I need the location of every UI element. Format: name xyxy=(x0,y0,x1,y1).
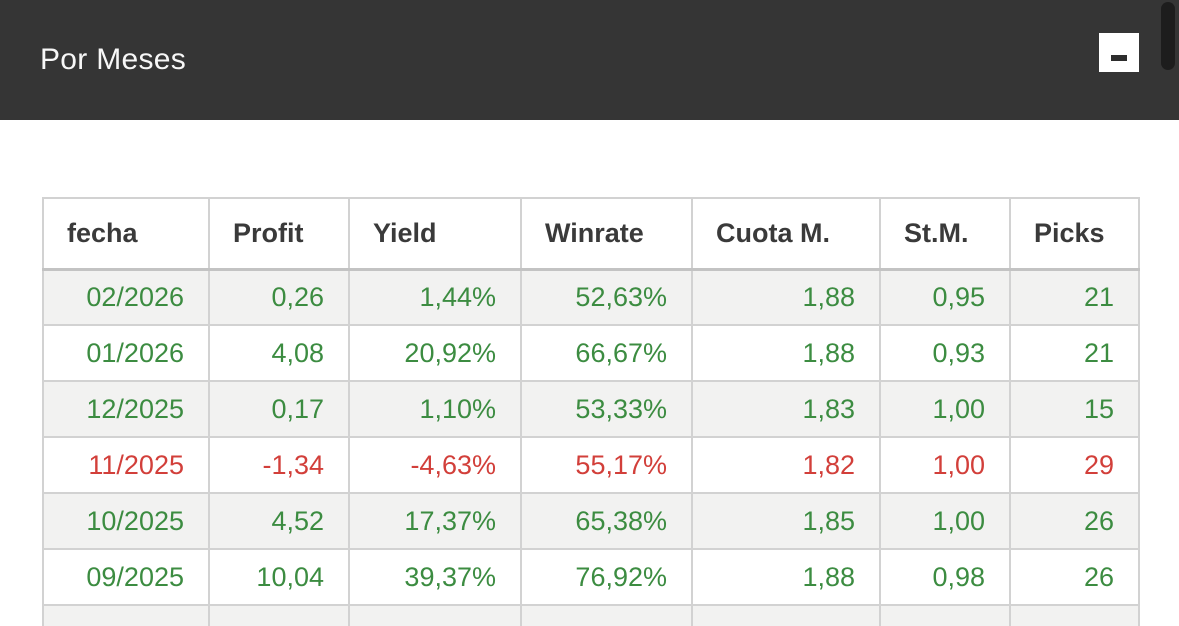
cell-picks: 29 xyxy=(1009,436,1140,494)
table-row: 01/2026 4,08 20,92% 66,67% 1,88 0,93 21 xyxy=(42,324,1140,382)
column-header-yield: Yield xyxy=(348,197,522,271)
table-row-partial xyxy=(42,604,1140,626)
minus-icon xyxy=(1111,54,1127,61)
cell-winrate: 55,17% xyxy=(520,436,693,494)
table-body: 02/2026 0,26 1,44% 52,63% 1,88 0,95 21 0… xyxy=(42,268,1140,626)
cell-st-m: 0,98 xyxy=(879,548,1011,606)
cell-winrate: 53,33% xyxy=(520,380,693,438)
cell-profit: 0,26 xyxy=(208,268,350,326)
table-row: 09/2025 10,04 39,37% 76,92% 1,88 0,98 26 xyxy=(42,548,1140,606)
cell-profit: -1,34 xyxy=(208,436,350,494)
monthly-stats-table: fecha Profit Yield Winrate Cuota M. St.M… xyxy=(42,197,1140,626)
cell-cuota-m: 1,88 xyxy=(691,268,881,326)
column-header-winrate: Winrate xyxy=(520,197,693,271)
cell-fecha: 09/2025 xyxy=(42,548,210,606)
cell-yield: -4,63% xyxy=(348,436,522,494)
column-header-cuota-m: Cuota M. xyxy=(691,197,881,271)
cell-cuota-m xyxy=(691,604,881,626)
cell-st-m: 0,93 xyxy=(879,324,1011,382)
cell-profit: 0,17 xyxy=(208,380,350,438)
page-title: Por Meses xyxy=(40,43,187,76)
cell-cuota-m: 1,85 xyxy=(691,492,881,550)
column-header-profit: Profit xyxy=(208,197,350,271)
cell-fecha: 10/2025 xyxy=(42,492,210,550)
cell-winrate: 65,38% xyxy=(520,492,693,550)
cell-picks: 26 xyxy=(1009,548,1140,606)
cell-yield: 1,44% xyxy=(348,268,522,326)
cell-st-m: 1,00 xyxy=(879,380,1011,438)
cell-fecha: 02/2026 xyxy=(42,268,210,326)
table-header-row: fecha Profit Yield Winrate Cuota M. St.M… xyxy=(42,197,1140,271)
cell-profit xyxy=(208,604,350,626)
cell-profit: 4,08 xyxy=(208,324,350,382)
table-row: 10/2025 4,52 17,37% 65,38% 1,85 1,00 26 xyxy=(42,492,1140,550)
cell-cuota-m: 1,88 xyxy=(691,324,881,382)
cell-picks: 26 xyxy=(1009,492,1140,550)
cell-winrate: 66,67% xyxy=(520,324,693,382)
cell-winrate: 76,92% xyxy=(520,548,693,606)
cell-picks: 21 xyxy=(1009,324,1140,382)
table-row: 02/2026 0,26 1,44% 52,63% 1,88 0,95 21 xyxy=(42,268,1140,326)
cell-yield xyxy=(348,604,522,626)
cell-st-m: 0,95 xyxy=(879,268,1011,326)
content-area: fecha Profit Yield Winrate Cuota M. St.M… xyxy=(0,120,1179,626)
cell-yield: 17,37% xyxy=(348,492,522,550)
scrollbar-thumb[interactable] xyxy=(1161,2,1175,70)
cell-st-m: 1,00 xyxy=(879,492,1011,550)
table-row: 11/2025 -1,34 -4,63% 55,17% 1,82 1,00 29 xyxy=(42,436,1140,494)
column-header-fecha: fecha xyxy=(42,197,210,271)
cell-yield: 20,92% xyxy=(348,324,522,382)
cell-cuota-m: 1,88 xyxy=(691,548,881,606)
cell-fecha xyxy=(42,604,210,626)
cell-winrate xyxy=(520,604,693,626)
cell-cuota-m: 1,82 xyxy=(691,436,881,494)
panel-header: Por Meses xyxy=(0,0,1179,120)
cell-picks xyxy=(1009,604,1140,626)
cell-yield: 1,10% xyxy=(348,380,522,438)
cell-yield: 39,37% xyxy=(348,548,522,606)
cell-picks: 21 xyxy=(1009,268,1140,326)
column-header-picks: Picks xyxy=(1009,197,1140,271)
cell-profit: 4,52 xyxy=(208,492,350,550)
cell-st-m xyxy=(879,604,1011,626)
cell-picks: 15 xyxy=(1009,380,1140,438)
cell-winrate: 52,63% xyxy=(520,268,693,326)
cell-profit: 10,04 xyxy=(208,548,350,606)
column-header-st-m: St.M. xyxy=(879,197,1011,271)
cell-st-m: 1,00 xyxy=(879,436,1011,494)
cell-fecha: 11/2025 xyxy=(42,436,210,494)
table-row: 12/2025 0,17 1,10% 53,33% 1,83 1,00 15 xyxy=(42,380,1140,438)
minimize-button[interactable] xyxy=(1099,33,1139,72)
cell-cuota-m: 1,83 xyxy=(691,380,881,438)
cell-fecha: 01/2026 xyxy=(42,324,210,382)
cell-fecha: 12/2025 xyxy=(42,380,210,438)
